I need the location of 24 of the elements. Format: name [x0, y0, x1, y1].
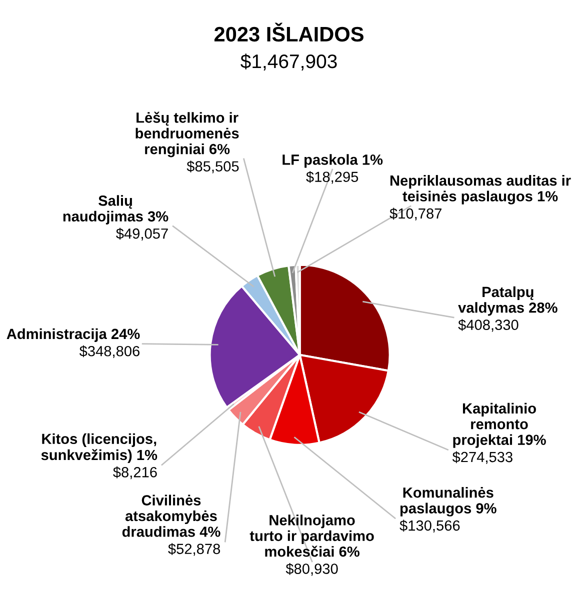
slice-label: Kitos (licencijos, sunkvežimis) 1%: [41, 433, 158, 464]
slice-label: Civilinės atsakomybės draudimas 4%: [122, 494, 220, 537]
slice-label: Nepriklausomas auditas ir teisinės paslaugos 1%: [390, 175, 571, 204]
data-label: $130,566: [400, 520, 460, 532]
data-label: $52,878: [168, 543, 220, 556]
data-label: $408,330: [458, 319, 518, 332]
chart-title: 2023 IŠLAIDOS: [214, 22, 364, 42]
data-label: $85,505: [186, 160, 239, 174]
data-label: $8,216: [113, 466, 157, 480]
slice-label: Salių naudojimas 3%: [63, 195, 168, 224]
slice-label: Lėšų telkimo ir bendruomenės renginiai 6%: [136, 112, 239, 158]
data-label: $80,930: [286, 563, 338, 576]
slice-label: Administracija 24%: [6, 328, 140, 342]
slice-label: Kapitalinio remonto projektai 19%: [453, 402, 546, 448]
data-label: $274,533: [452, 451, 512, 464]
data-label: $49,057: [116, 228, 168, 240]
slice-label: LF paskola 1%: [282, 154, 383, 168]
chart-subtitle: $1,467,903: [240, 54, 337, 71]
data-label: $10,787: [390, 208, 442, 220]
slice-label: Nekilnojamo turto ir pardavimo mokesčiai 6%: [250, 514, 374, 557]
slice-label: Patalpų valdymas 28%: [458, 286, 558, 316]
data-label: $348,806: [79, 345, 140, 358]
slice-label: Komunalinės paslaugos 9%: [400, 487, 496, 516]
data-label: $18,295: [306, 171, 358, 184]
